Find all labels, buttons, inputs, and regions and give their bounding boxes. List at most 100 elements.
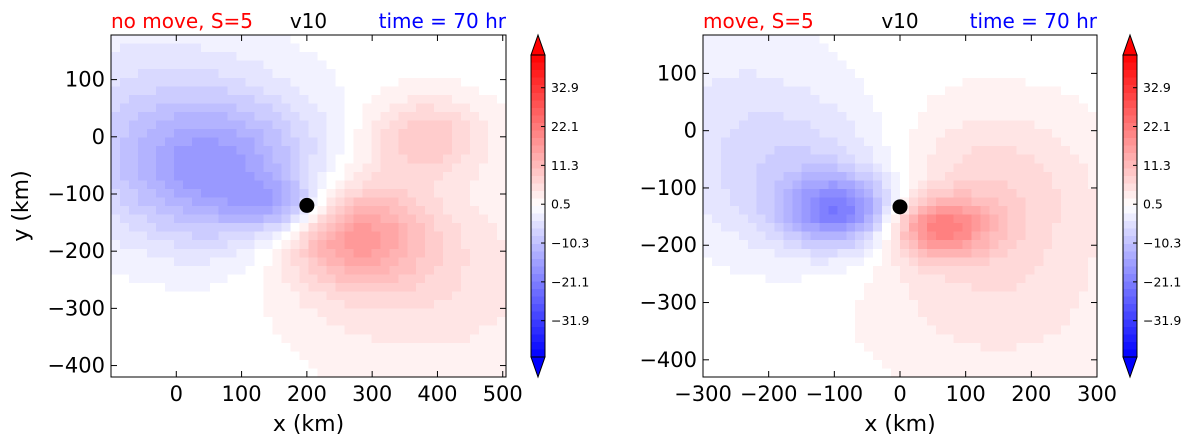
- field-cell: [281, 86, 292, 96]
- field-cell: [200, 282, 211, 293]
- field-cell: [290, 206, 301, 216]
- field-cell: [470, 69, 480, 79]
- field-cell: [389, 257, 399, 267]
- field-cell: [720, 120, 731, 130]
- field-cell: [738, 240, 749, 250]
- field-cell: [738, 120, 749, 130]
- field-cell: [272, 171, 283, 181]
- field-cell: [774, 52, 785, 62]
- field-cell: [389, 197, 399, 207]
- field-cell: [747, 317, 758, 327]
- title-left: move, S=5: [703, 9, 814, 33]
- field-cell: [227, 43, 238, 53]
- field-cell: [119, 248, 130, 258]
- field-cell: [864, 291, 874, 301]
- field-cell: [720, 188, 731, 199]
- field-cell: [998, 77, 1009, 87]
- field-cell: [720, 137, 731, 147]
- field-cell: [1079, 214, 1089, 224]
- field-cell: [155, 206, 166, 216]
- field-cell: [479, 43, 489, 53]
- field-cell: [308, 163, 319, 173]
- field-cell: [917, 248, 928, 258]
- field-cell: [254, 154, 265, 164]
- field-cell: [729, 265, 740, 275]
- field-cell: [971, 111, 982, 122]
- field-cell: [765, 188, 776, 199]
- field-cell: [891, 180, 901, 190]
- field-cell: [191, 94, 202, 104]
- field-cell: [935, 359, 946, 370]
- field-cell: [971, 214, 982, 224]
- field-cell: [290, 137, 301, 147]
- field-cell: [971, 351, 982, 361]
- field-cell: [711, 257, 722, 267]
- field-cell: [389, 35, 399, 45]
- field-cell: [470, 111, 480, 122]
- field-cell: [882, 129, 892, 139]
- field-cell: [989, 231, 1000, 241]
- field-cell: [846, 368, 856, 377]
- field-cell: [398, 214, 408, 224]
- field-cell: [218, 111, 229, 122]
- field-cell: [371, 69, 381, 79]
- field-cell: [756, 180, 767, 190]
- field-cell: [900, 317, 910, 327]
- field-cell: [425, 325, 435, 335]
- field-cell: [416, 103, 426, 113]
- field-cell: [1088, 223, 1097, 233]
- field-cell: [935, 137, 946, 147]
- field-cell: [380, 163, 390, 173]
- field-cell: [819, 163, 829, 173]
- colorbar-band: [1123, 221, 1137, 230]
- field-cell: [452, 188, 462, 199]
- field-cell: [497, 103, 506, 113]
- field-cell: [497, 300, 506, 310]
- field-cell: [146, 291, 157, 301]
- field-cell: [1034, 60, 1044, 70]
- field-cell: [335, 154, 346, 164]
- field-cell: [720, 257, 731, 267]
- field-cell: [407, 180, 417, 190]
- field-cell: [335, 359, 346, 370]
- field-cell: [1088, 206, 1097, 216]
- field-cell: [801, 206, 812, 216]
- field-cell: [254, 248, 265, 258]
- field-cell: [792, 111, 803, 122]
- field-cell: [971, 240, 982, 250]
- field-cell: [989, 214, 1000, 224]
- field-cell: [155, 120, 166, 130]
- colorbar-band: [531, 213, 545, 222]
- field-cell: [801, 146, 812, 156]
- field-cell: [326, 359, 337, 370]
- field-cell: [362, 163, 372, 173]
- field-cell: [962, 77, 973, 87]
- field-cell: [908, 308, 919, 318]
- field-cell: [146, 111, 157, 122]
- field-cell: [855, 188, 865, 199]
- colorbar-band: [1123, 153, 1137, 162]
- field-cell: [119, 265, 130, 275]
- field-cell: [828, 206, 838, 216]
- field-cell: [1061, 231, 1071, 241]
- field-cell: [398, 274, 408, 284]
- field-cell: [425, 171, 435, 181]
- field-cell: [765, 274, 776, 284]
- field-cell: [470, 248, 480, 258]
- field-cell: [290, 265, 301, 275]
- field-cell: [980, 86, 991, 96]
- y-tick-label: 0: [92, 125, 105, 149]
- field-cell: [971, 137, 982, 147]
- field-cell: [254, 274, 265, 284]
- field-cell: [182, 291, 193, 301]
- field-cell: [299, 171, 310, 181]
- field-cell: [729, 163, 740, 173]
- field-cell: [962, 342, 973, 352]
- field-cell: [335, 317, 346, 327]
- field-cell: [344, 248, 354, 258]
- field-cell: [953, 265, 964, 275]
- field-cell: [128, 137, 139, 147]
- field-cell: [846, 223, 856, 233]
- field-cell: [1052, 163, 1062, 173]
- field-cell: [371, 257, 381, 267]
